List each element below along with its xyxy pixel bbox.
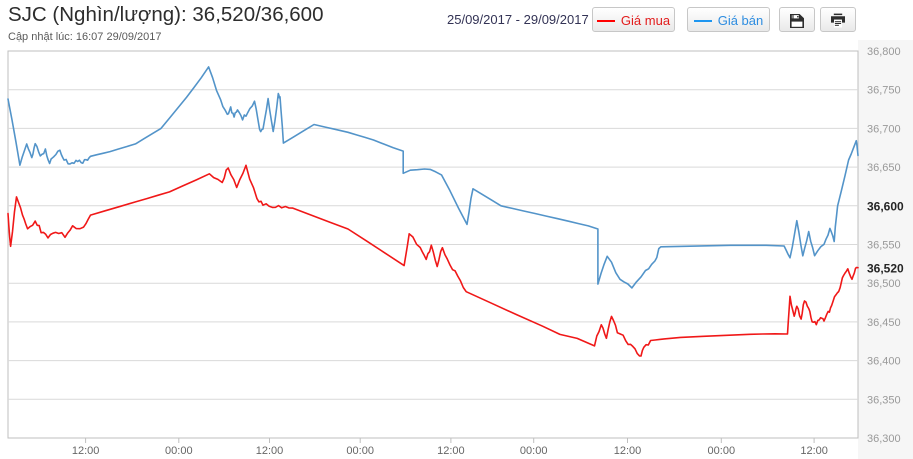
svg-text:00:00: 00:00 [165,445,193,457]
svg-text:36,650: 36,650 [867,162,901,174]
svg-text:12:00: 12:00 [614,445,642,457]
svg-text:36,550: 36,550 [867,240,901,252]
svg-text:36,520: 36,520 [867,262,904,276]
svg-text:12:00: 12:00 [256,445,284,457]
svg-text:36,500: 36,500 [867,278,901,290]
svg-text:36,750: 36,750 [867,85,901,97]
svg-text:12:00: 12:00 [800,445,828,457]
svg-text:36,600: 36,600 [867,200,904,214]
svg-text:12:00: 12:00 [72,445,100,457]
svg-text:00:00: 00:00 [346,445,374,457]
svg-text:12:00: 12:00 [437,445,465,457]
svg-text:36,800: 36,800 [867,46,901,58]
svg-text:36,350: 36,350 [867,394,901,406]
svg-text:00:00: 00:00 [708,445,736,457]
svg-text:36,700: 36,700 [867,123,901,135]
svg-text:36,300: 36,300 [867,433,901,445]
svg-text:36,450: 36,450 [867,317,901,329]
svg-text:00:00: 00:00 [520,445,548,457]
svg-text:36,400: 36,400 [867,356,901,368]
